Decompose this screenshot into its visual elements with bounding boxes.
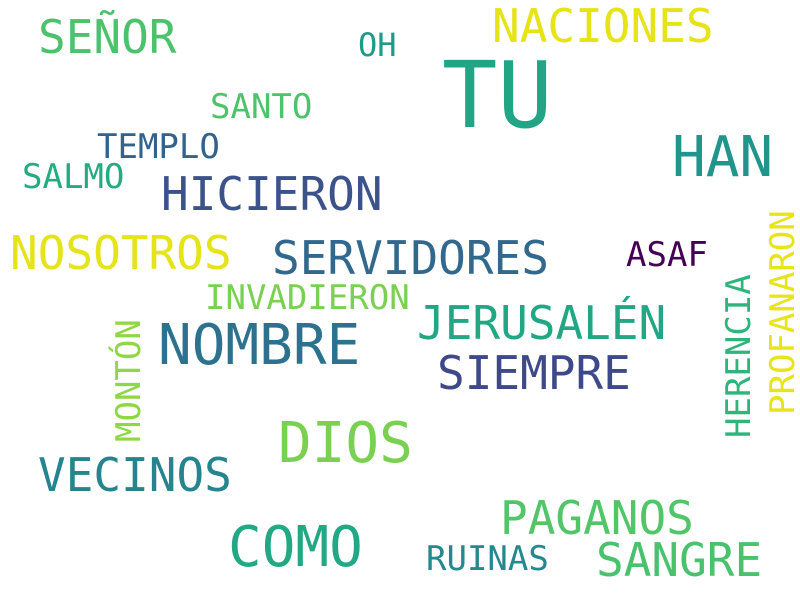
word-salmo: SALMO bbox=[22, 157, 125, 197]
word-vecinos: VECINOS bbox=[38, 448, 232, 502]
word-invadieron: INVADIERON bbox=[205, 278, 410, 318]
word-profanaron: PROFANARON bbox=[763, 210, 800, 415]
word-hicieron: HICIERON bbox=[161, 167, 383, 221]
word-jerusalen: JERUSALÉN bbox=[417, 296, 667, 350]
word-ruinas: RUINAS bbox=[426, 539, 549, 579]
word-han: HAN bbox=[672, 125, 774, 190]
word-herencia: HERENCIA bbox=[719, 274, 759, 438]
word-como: COMO bbox=[228, 515, 363, 580]
word-dios: DIOS bbox=[278, 411, 413, 476]
word-naciones: NACIONES bbox=[492, 0, 714, 53]
word-tu: TU bbox=[442, 42, 553, 149]
word-oh: OH bbox=[358, 26, 397, 64]
word-santo: SANTO bbox=[210, 87, 313, 127]
word-sangre: SANGRE bbox=[596, 533, 763, 587]
word-siempre: SIEMPRE bbox=[437, 346, 631, 400]
word-templo: TEMPLO bbox=[97, 127, 220, 167]
word-paganos: PAGANOS bbox=[500, 491, 694, 545]
word-monton: MONTÓN bbox=[109, 319, 149, 442]
word-nombre: NOMBRE bbox=[158, 313, 361, 378]
word-senor: SEÑOR bbox=[38, 10, 177, 64]
word-asaf: ASAF bbox=[626, 235, 708, 275]
word-nosotros: NOSOTROS bbox=[10, 226, 232, 280]
word-servidores: SERVIDORES bbox=[272, 231, 549, 285]
